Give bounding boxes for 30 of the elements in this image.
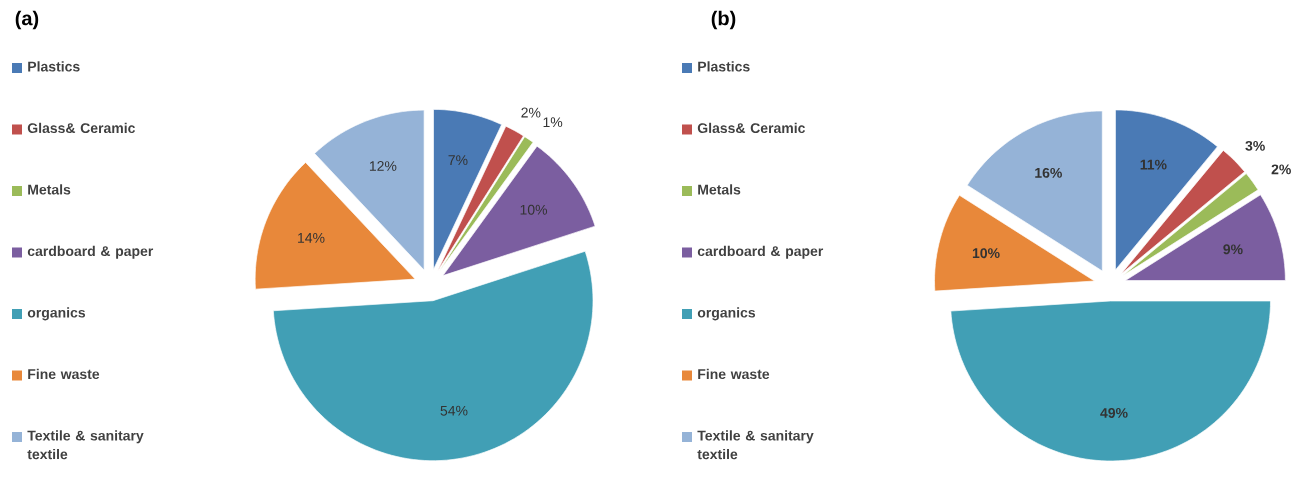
legend-label: Glass& Ceramic: [697, 122, 806, 134]
data-label: 11%: [1140, 159, 1167, 170]
data-label: 10%: [520, 204, 548, 215]
chart-title: (b): [711, 10, 736, 30]
chart-title: (a): [15, 10, 39, 30]
data-label: 16%: [1035, 167, 1062, 178]
legend-label: Metals: [28, 184, 71, 195]
legend-label: Fine waste: [698, 368, 770, 380]
data-label: 49%: [1100, 407, 1128, 418]
legend-label: Fine waste: [28, 368, 100, 380]
legend-label: Glass& Ceramic: [27, 122, 135, 134]
legend-label: organics: [697, 307, 756, 321]
data-label: 3%: [1245, 140, 1265, 151]
legend-label: Textile & sanitary textile: [697, 430, 814, 460]
data-label: 9%: [1223, 244, 1243, 255]
data-label: 10%: [972, 248, 1000, 259]
legend-label: Plastics: [698, 61, 750, 72]
data-label: 7%: [448, 155, 468, 165]
data-label: 1%: [543, 117, 563, 128]
legend-label: Plastics: [28, 61, 80, 72]
data-label: 12%: [369, 161, 397, 171]
legend-label: organics: [27, 307, 86, 321]
legend-label: Metals: [698, 184, 741, 195]
data-label: 14%: [298, 232, 325, 243]
legend-label: cardboard & paper: [697, 245, 824, 259]
data-label: 54%: [440, 405, 468, 416]
legend-label: cardboard & paper: [27, 245, 154, 259]
legend-label: Textile & sanitary textile: [27, 430, 144, 460]
data-label: 2%: [521, 107, 541, 118]
data-label: 2%: [1271, 164, 1291, 175]
